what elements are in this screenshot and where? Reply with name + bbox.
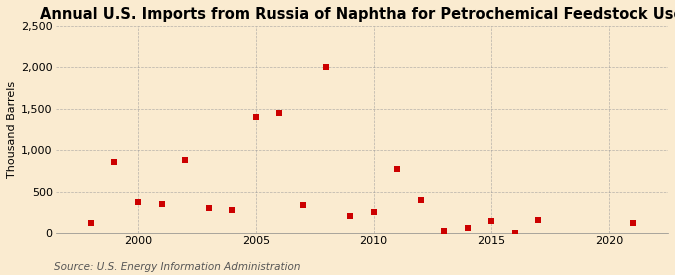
Point [227,207,238,212]
Point [533,218,544,222]
Point [415,198,426,202]
Point [109,160,119,164]
Point [345,214,356,218]
Title: Annual U.S. Imports from Russia of Naphtha for Petrochemical Feedstock Use: Annual U.S. Imports from Russia of Napht… [40,7,675,22]
Point [486,219,497,223]
Point [274,111,285,115]
Point [180,158,190,163]
Text: Source: U.S. Energy Information Administration: Source: U.S. Energy Information Administ… [54,262,300,272]
Point [368,210,379,214]
Point [462,226,473,230]
Point [510,231,520,235]
Point [250,115,261,119]
Point [86,221,97,226]
Point [298,203,308,208]
Point [392,167,402,171]
Point [439,229,450,233]
Point [132,200,143,204]
Point [321,65,332,70]
Point [156,202,167,206]
Y-axis label: Thousand Barrels: Thousand Barrels [7,81,17,178]
Point [203,205,214,210]
Point [627,221,638,226]
